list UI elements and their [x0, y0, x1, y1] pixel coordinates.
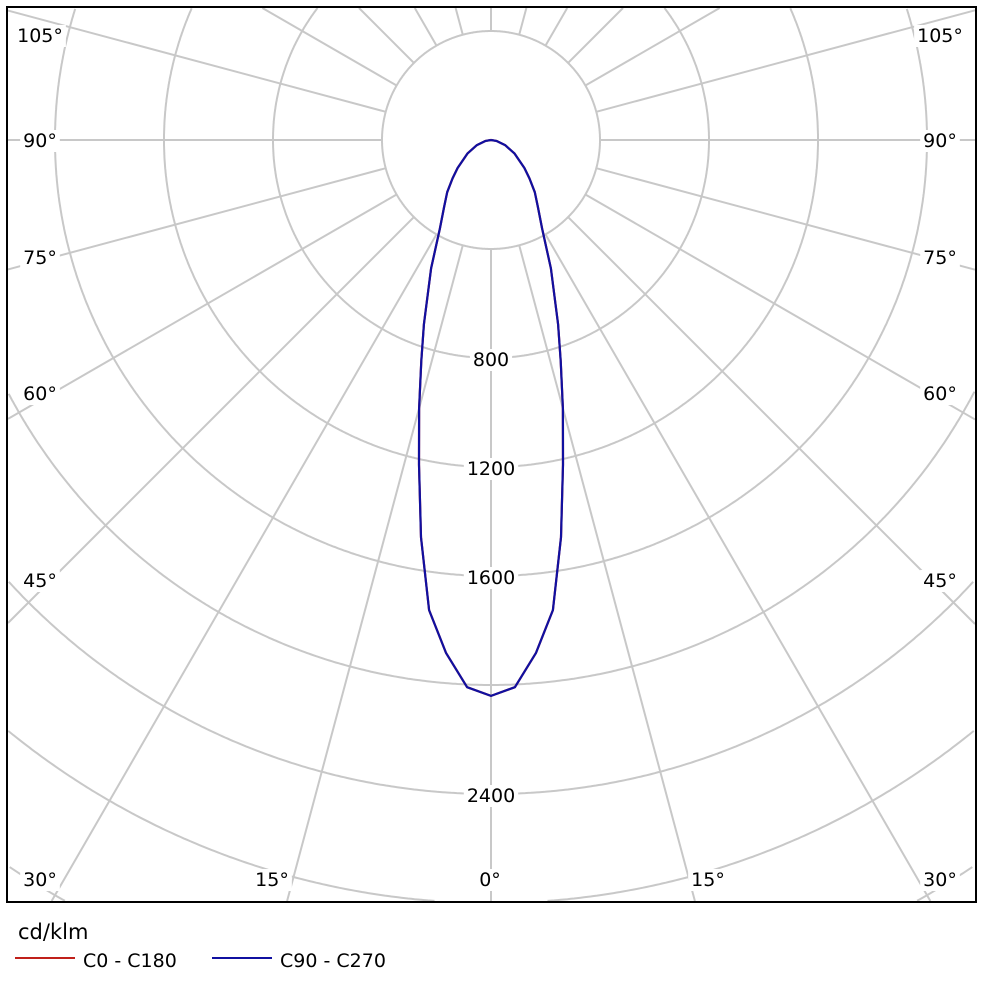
grid-spoke	[50, 233, 438, 902]
label-background	[20, 570, 60, 592]
grid-spoke	[544, 7, 569, 47]
grid-spoke	[413, 7, 438, 47]
legend: C0 - C180 C90 - C270	[15, 950, 386, 972]
label-background	[469, 349, 513, 371]
angle-label: 105°	[17, 25, 63, 47]
grid-spoke	[584, 193, 976, 421]
radial-tick-label: 800	[473, 349, 509, 371]
series-curve	[417, 138, 565, 698]
label-background	[20, 869, 60, 891]
label-background	[914, 25, 966, 47]
grid-spoke	[261, 7, 398, 87]
angle-label: 75°	[923, 247, 957, 269]
label-background	[920, 130, 960, 152]
label-background	[688, 869, 728, 891]
label-background	[920, 247, 960, 269]
angle-label: 45°	[923, 570, 957, 592]
grid-spoke	[7, 9, 386, 113]
radial-tick-label: 1600	[467, 567, 515, 589]
radial-tick-label: 1200	[467, 458, 515, 480]
grid-spoke	[7, 216, 415, 624]
radial-tick-label: 2400	[467, 785, 515, 807]
grid-spoke	[286, 245, 464, 902]
grid-ring	[7, 730, 975, 902]
angle-label: 15°	[255, 869, 289, 891]
angle-label: 30°	[923, 869, 957, 891]
angle-labels: 30° 15° 0° 15° 30° 105° 90° 75° 60° 45° 105° 90° 75°…	[14, 25, 966, 891]
label-background	[20, 247, 60, 269]
angle-label: 90°	[923, 130, 957, 152]
label-background	[463, 785, 519, 807]
unit-label: cd/klm	[18, 920, 88, 944]
grid-ring	[7, 391, 976, 686]
grid-spoke	[518, 245, 696, 902]
grid-spoke	[596, 167, 976, 271]
grid-ring	[163, 7, 819, 468]
angle-label: 90°	[23, 130, 57, 152]
label-background	[463, 458, 519, 480]
grid-spoke	[454, 7, 464, 35]
grid-spoke	[584, 7, 721, 87]
angle-label: 60°	[23, 383, 57, 405]
angle-label: 60°	[923, 383, 957, 405]
label-background	[476, 869, 504, 891]
label-background	[252, 869, 292, 891]
intensity-curves	[417, 138, 565, 698]
grid-spoke	[518, 7, 528, 35]
radial-tick-labels: 800 1200 1600 2400	[463, 349, 519, 807]
label-background	[20, 130, 60, 152]
angle-label: 15°	[691, 869, 725, 891]
grid-spoke	[567, 7, 624, 64]
polar-grid	[7, 7, 976, 902]
label-background	[20, 383, 60, 405]
angle-label: 0°	[479, 869, 501, 891]
legend-entry: C90 - C270	[280, 950, 386, 972]
grid-spoke	[358, 7, 415, 64]
grid-spoke	[544, 233, 932, 902]
angle-label: 30°	[23, 869, 57, 891]
grid-spoke	[567, 216, 976, 625]
grid-spoke	[7, 167, 386, 271]
label-background	[920, 383, 960, 405]
grid-spoke	[7, 193, 398, 420]
label-background	[14, 25, 66, 47]
angle-label: 45°	[23, 570, 57, 592]
plot-frame	[6, 6, 977, 903]
label-background	[920, 570, 960, 592]
angle-label: 105°	[917, 25, 963, 47]
grid-spoke	[596, 9, 976, 113]
angle-label: 75°	[23, 247, 57, 269]
legend-entry: C0 - C180	[83, 950, 177, 972]
label-background	[920, 869, 960, 891]
label-background	[463, 567, 519, 589]
